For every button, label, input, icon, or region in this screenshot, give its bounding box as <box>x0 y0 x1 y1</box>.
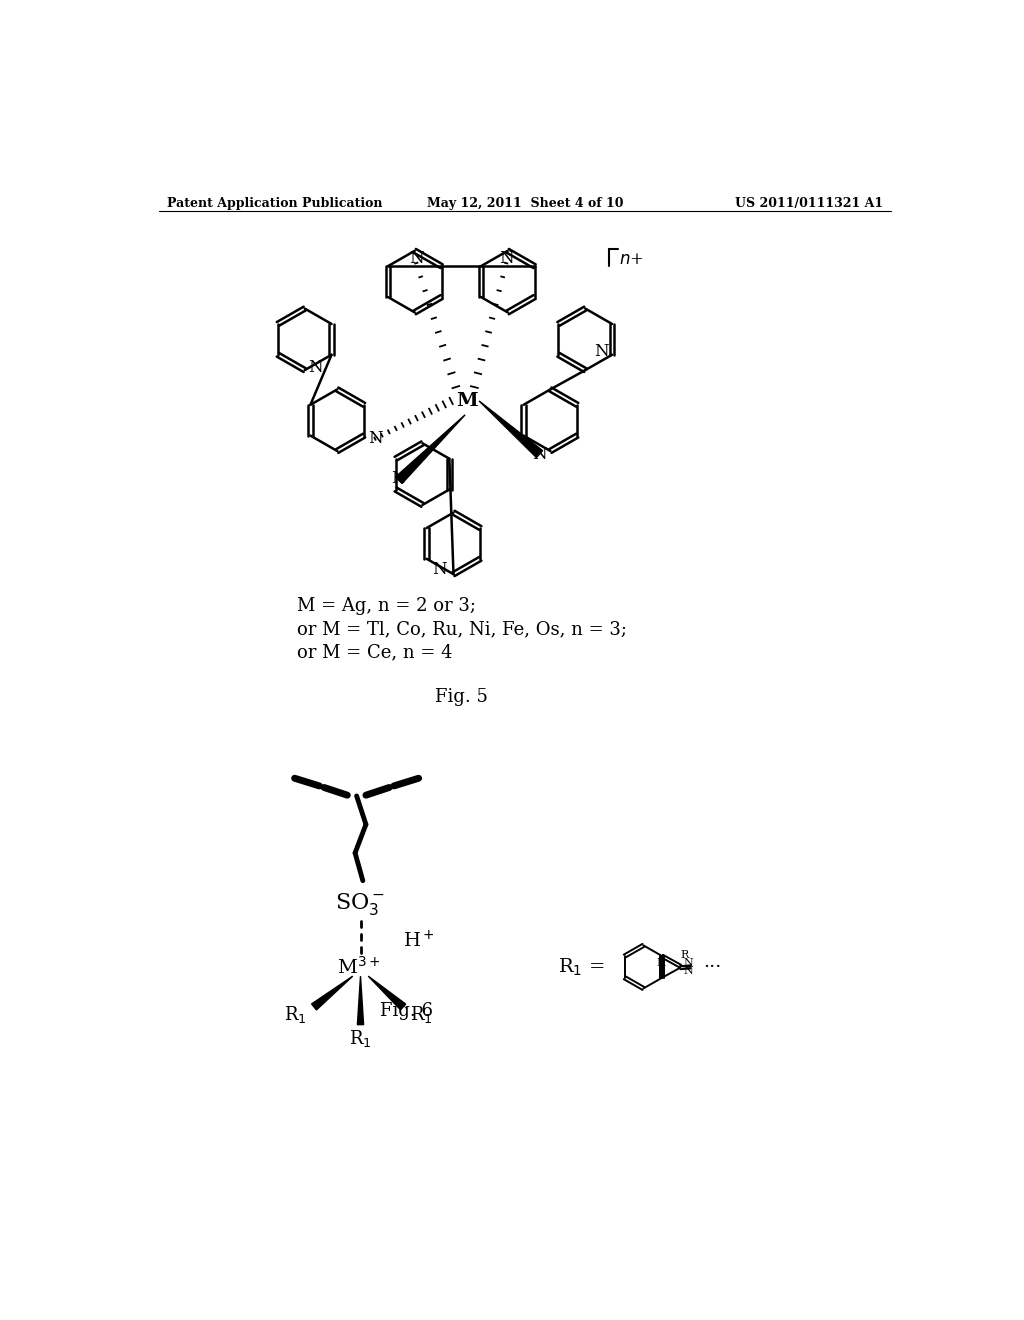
Text: R$_1$: R$_1$ <box>284 1005 307 1026</box>
Text: Patent Application Publication: Patent Application Publication <box>167 197 382 210</box>
Text: ···: ··· <box>702 958 721 975</box>
Text: or M = Tl, Co, Ru, Ni, Fe, Os, n = 3;: or M = Tl, Co, Ru, Ni, Fe, Os, n = 3; <box>297 620 627 639</box>
Text: M: M <box>456 392 477 411</box>
Text: Fig. 6: Fig. 6 <box>381 1002 433 1019</box>
Text: R: R <box>681 950 689 960</box>
Text: R: R <box>656 958 665 969</box>
Text: May 12, 2011  Sheet 4 of 10: May 12, 2011 Sheet 4 of 10 <box>427 197 623 210</box>
Text: N: N <box>532 446 547 462</box>
Text: N: N <box>683 958 693 968</box>
Text: H$^+$: H$^+$ <box>403 931 435 952</box>
Text: M$^{3+}$: M$^{3+}$ <box>337 956 381 978</box>
Text: N: N <box>409 249 424 267</box>
Text: N: N <box>308 359 323 376</box>
Text: N: N <box>499 249 513 267</box>
Text: R$_1$: R$_1$ <box>349 1028 372 1049</box>
Polygon shape <box>369 977 406 1010</box>
Text: Fig. 5: Fig. 5 <box>435 688 487 706</box>
Text: R$_1$: R$_1$ <box>411 1005 433 1026</box>
Text: or M = Ce, n = 4: or M = Ce, n = 4 <box>297 644 453 661</box>
Polygon shape <box>311 977 352 1010</box>
Polygon shape <box>479 401 543 458</box>
Text: N: N <box>432 561 446 578</box>
Text: US 2011/0111321 A1: US 2011/0111321 A1 <box>735 197 883 210</box>
Text: R$_1$ =: R$_1$ = <box>558 956 605 978</box>
Text: $n$+: $n$+ <box>620 251 644 268</box>
Text: N: N <box>594 343 608 360</box>
Polygon shape <box>357 977 364 1024</box>
Text: N: N <box>368 430 382 447</box>
Polygon shape <box>395 414 465 483</box>
Text: M = Ag, n = 2 or 3;: M = Ag, n = 2 or 3; <box>297 597 476 615</box>
Text: N: N <box>391 470 407 487</box>
Text: SO$_3^-$: SO$_3^-$ <box>336 891 385 917</box>
Text: N: N <box>683 966 693 975</box>
